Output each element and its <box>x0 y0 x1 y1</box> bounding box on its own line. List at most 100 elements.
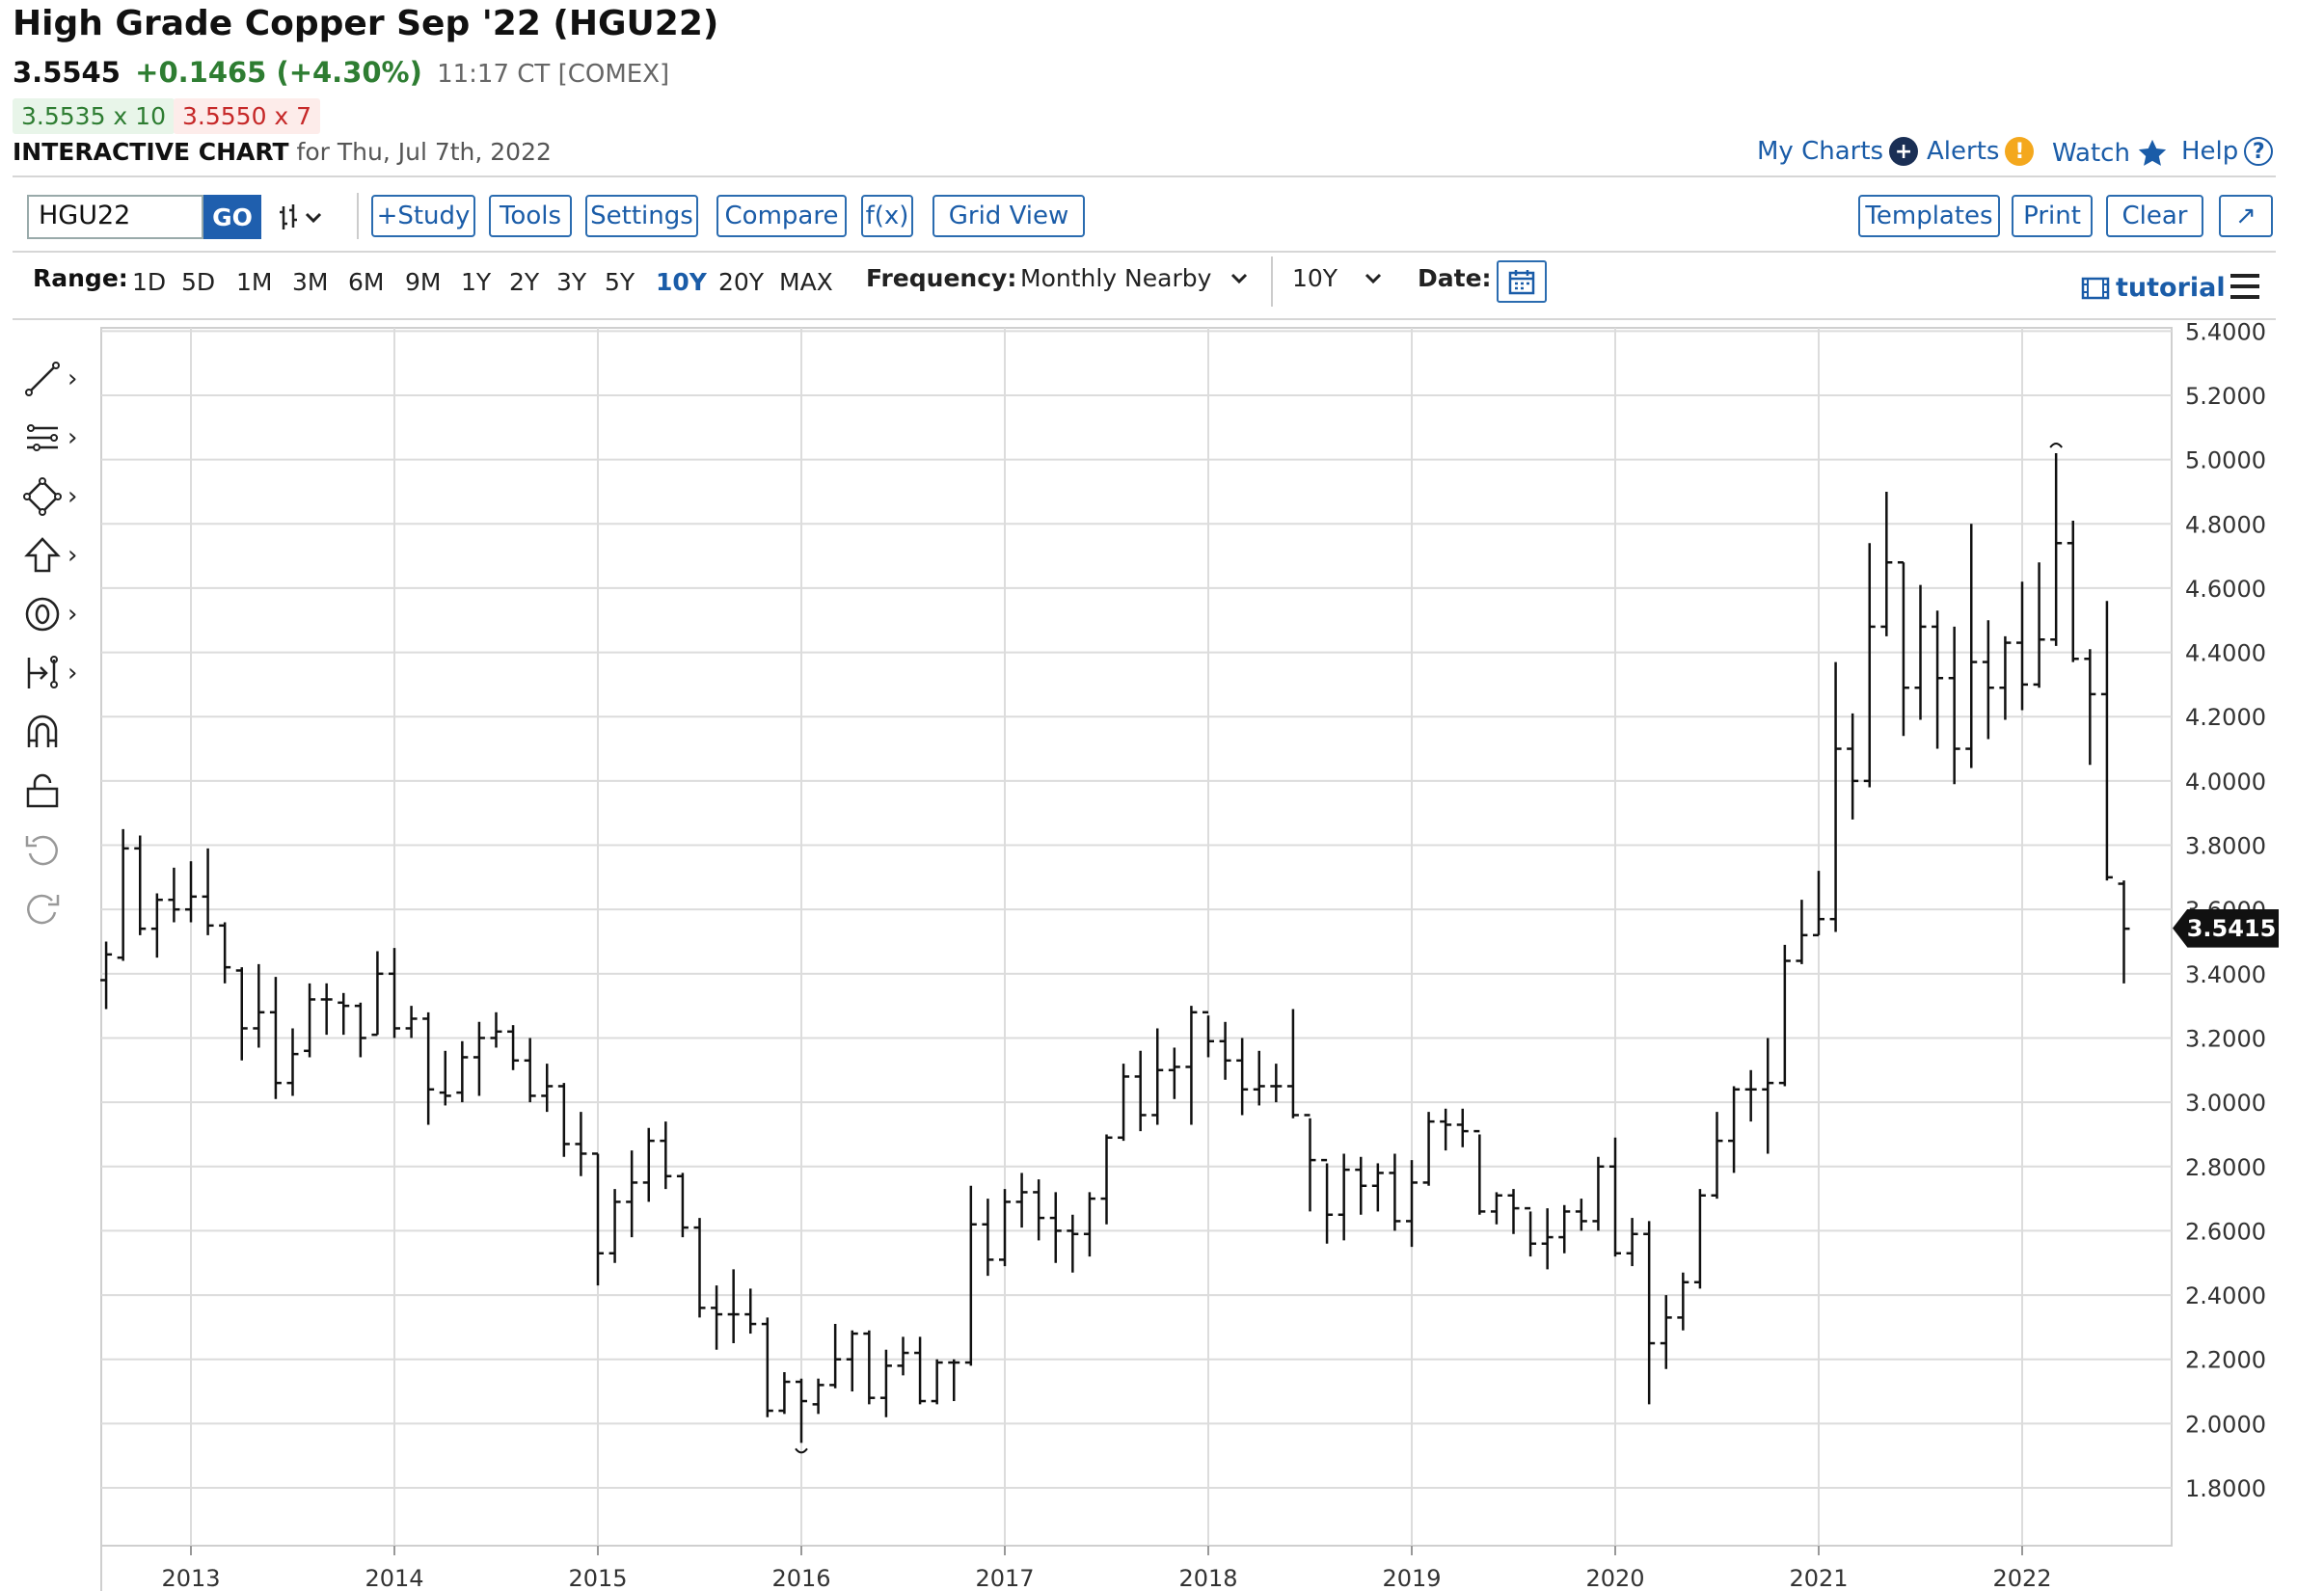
tutorial-link[interactable]: tutorial <box>2081 273 2226 303</box>
tools-button[interactable]: Tools <box>489 195 572 237</box>
ohlc-bar <box>1219 1021 1231 1080</box>
ohlc-bar <box>1575 1199 1587 1231</box>
range-option-9m[interactable]: 9M <box>405 268 442 296</box>
settings-button[interactable]: Settings <box>585 195 698 237</box>
lock-tool[interactable] <box>21 769 89 812</box>
y-tick-label: 3.4000 <box>2185 961 2266 988</box>
ohlc-bar <box>1728 1086 1741 1173</box>
my-charts-link[interactable]: My Charts + <box>1757 137 1919 166</box>
range-option-3m[interactable]: 3M <box>292 268 329 296</box>
go-button[interactable]: GO <box>203 195 261 239</box>
ohlc-bar <box>202 848 214 935</box>
range-option-2y[interactable]: 2Y <box>509 268 540 296</box>
y-tick-label: 5.4000 <box>2185 318 2266 345</box>
ohlc-bar <box>1507 1189 1520 1234</box>
price-chart[interactable]: 1.8000 2.0000 2.2000 2.4000 2.6000 2.8000 3.00… <box>0 318 2324 1591</box>
clear-button[interactable]: Clear <box>2106 195 2203 237</box>
chart-heading: INTERACTIVE CHART for Thu, Jul 7th, 2022 <box>13 138 552 166</box>
ohlc-bar <box>964 1185 977 1366</box>
help-link[interactable]: Help ? <box>2181 137 2274 166</box>
ohlc-bar <box>1932 610 1944 749</box>
ohlc-bar <box>354 1002 366 1058</box>
range-option-1d[interactable]: 1D <box>132 268 167 296</box>
arrow-tool[interactable]: › <box>21 534 89 577</box>
expand-button[interactable]: ↗ <box>2219 195 2273 237</box>
alerts-link[interactable]: Alerts ! <box>1927 137 2035 166</box>
ohlc-bar <box>744 1288 757 1335</box>
ohlc-bar <box>1677 1272 1689 1331</box>
text-tool[interactable]: › <box>21 593 89 635</box>
range-option-1m[interactable]: 1M <box>236 268 273 296</box>
ohlc-bar <box>829 1324 842 1389</box>
fib-tool[interactable]: › <box>21 417 89 459</box>
study-button[interactable]: +Study <box>371 195 475 237</box>
ohlc-bar <box>1440 1108 1452 1151</box>
undo-button[interactable] <box>21 828 89 871</box>
range-option-max[interactable]: MAX <box>779 268 833 296</box>
ohlc-bar <box>575 1112 587 1176</box>
date-control: Date: <box>1418 264 1492 292</box>
range-option-5y[interactable]: 5Y <box>605 268 635 296</box>
symbol-input[interactable]: HGU22 <box>27 195 203 239</box>
range-option-1y[interactable]: 1Y <box>461 268 492 296</box>
grid-view-button[interactable]: Grid View <box>932 195 1085 237</box>
help-icon: ? <box>2244 137 2274 166</box>
y-tick-label: 3.0000 <box>2185 1090 2266 1117</box>
watch-label: Watch <box>2052 139 2130 168</box>
measure-tool[interactable]: › <box>21 652 89 694</box>
redo-button[interactable] <box>21 887 89 930</box>
ohlc-bar <box>1965 524 1978 769</box>
chevron-right-icon: › <box>68 482 78 511</box>
bar-type-dropdown[interactable] <box>278 199 336 237</box>
date-picker-button[interactable] <box>1497 260 1547 303</box>
magnet-tool[interactable] <box>21 711 89 753</box>
period-value: 10Y <box>1292 264 1338 292</box>
line-tool[interactable]: › <box>21 358 89 400</box>
ohlc-bar <box>1863 543 1876 788</box>
period-dropdown[interactable]: 10Y <box>1292 264 1384 292</box>
range-option-10y[interactable]: 10Y <box>656 268 707 296</box>
ohlc-bar <box>1100 1134 1113 1225</box>
redo-icon <box>27 894 60 925</box>
fx-button[interactable]: f(x) <box>861 195 913 237</box>
ohlc-bar <box>304 983 316 1058</box>
ohlc-bar <box>1371 1163 1384 1212</box>
price-change: +0.1465 (+4.30%) <box>135 56 422 89</box>
shape-tool[interactable]: › <box>21 475 89 518</box>
ohlc-bar <box>2016 581 2028 711</box>
ohlc-bar <box>626 1150 638 1238</box>
ohlc-bar <box>1015 1173 1028 1228</box>
range-option-6m[interactable]: 6M <box>348 268 385 296</box>
ohlc-bar <box>982 1199 994 1277</box>
ohlc-bar <box>1711 1112 1723 1200</box>
y-tick-label: 5.2000 <box>2185 383 2266 410</box>
ohlc-bar <box>879 1349 892 1417</box>
templates-button[interactable]: Templates <box>1858 195 2000 237</box>
frequency-label: Frequency: <box>866 264 1017 292</box>
ohlc-bar <box>185 861 197 923</box>
ohlc-bar <box>693 1218 706 1318</box>
y-tick-label: 4.8000 <box>2185 511 2266 538</box>
ohlc-bar <box>1304 1114 1316 1212</box>
print-button[interactable]: Print <box>2012 195 2093 237</box>
ohlc-bar <box>1999 635 2012 720</box>
ohlc-bar <box>846 1330 858 1392</box>
ohlc-bar <box>1389 1153 1401 1231</box>
range-option-20y[interactable]: 20Y <box>718 268 765 296</box>
measure-icon <box>27 656 58 688</box>
range-option-5d[interactable]: 5D <box>181 268 216 296</box>
ohlc-bar <box>642 1127 655 1202</box>
range-option-3y[interactable]: 3Y <box>556 268 587 296</box>
ohlc-bar <box>1744 1069 1757 1122</box>
ohlc-bar <box>1660 1295 1672 1369</box>
y-tick-label: 2.8000 <box>2185 1154 2266 1181</box>
compare-button[interactable]: Compare <box>716 195 847 237</box>
menu-button[interactable] <box>2229 270 2261 310</box>
ohlc-bar <box>405 1006 418 1038</box>
ohlc-bar <box>931 1359 943 1405</box>
y-tick-label: 3.2000 <box>2185 1025 2266 1052</box>
ohlc-bar <box>1203 1011 1214 1058</box>
watch-link[interactable]: Watch <box>2052 137 2169 170</box>
frequency-dropdown[interactable]: Monthly Nearby <box>1020 264 1250 292</box>
ohlc-bar <box>1406 1160 1418 1248</box>
